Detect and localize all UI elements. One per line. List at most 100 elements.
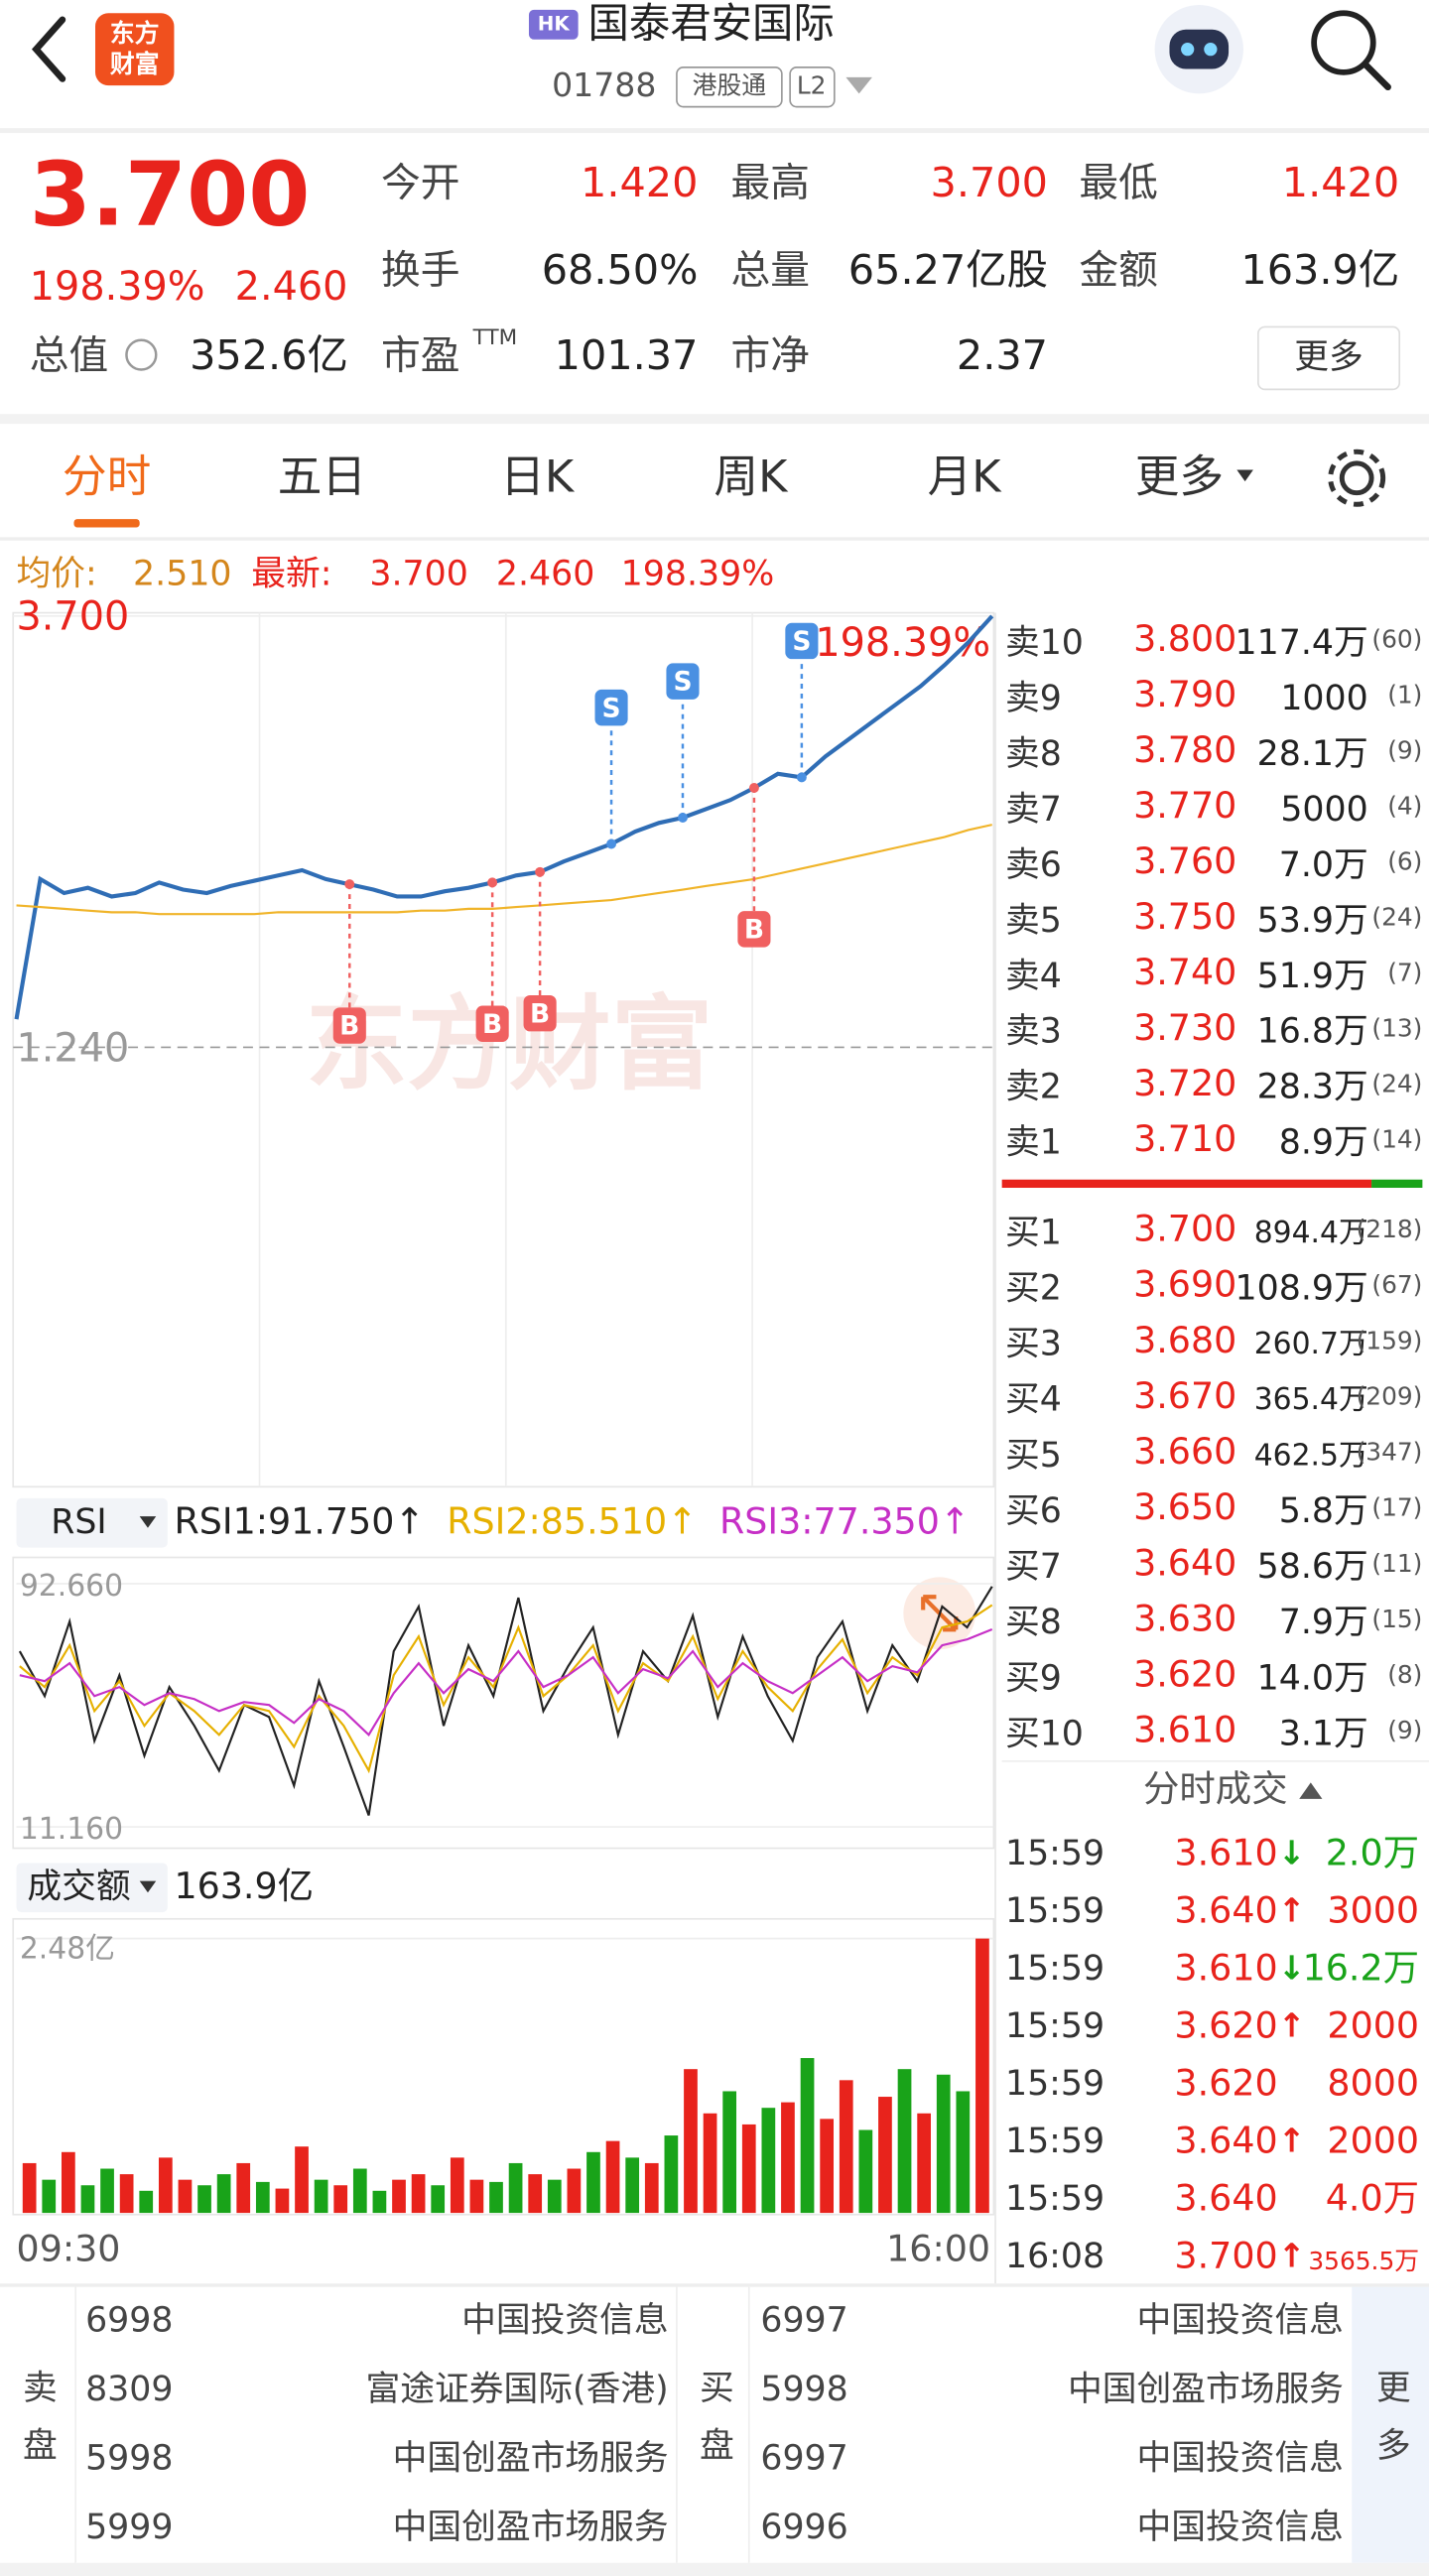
trades-title[interactable]: 分时成交 <box>1143 1767 1288 1810</box>
order-level: 买2 <box>1005 1268 1062 1308</box>
x-tick-label: 09:30 <box>17 2228 121 2270</box>
broker-more-label[interactable]: 更多 <box>1370 2369 1410 2484</box>
order-count: (15) <box>1371 1605 1422 1633</box>
signal-point <box>606 838 617 849</box>
dropdown-arrow[interactable] <box>1236 469 1253 482</box>
change: 2.460 <box>235 264 348 310</box>
tag-box <box>676 66 783 108</box>
tab[interactable]: 周K <box>714 451 789 502</box>
indicator-selector[interactable] <box>16 1497 168 1548</box>
order-count: (9) <box>1387 1716 1422 1744</box>
order-volume: 7.0万 <box>1279 845 1368 885</box>
tab[interactable]: 月K <box>928 451 1003 502</box>
volume-bar <box>411 2174 426 2214</box>
volume-bar <box>450 2157 464 2214</box>
trade-time: 15:59 <box>1005 2064 1104 2104</box>
broker-code: 5998 <box>760 2370 847 2409</box>
order-volume: 462.5万 <box>1254 1438 1368 1473</box>
trade-volume: 3565.5万 <box>1308 2247 1419 2275</box>
x-tick-label: 16:00 <box>886 2228 990 2270</box>
order-level: 卖8 <box>1005 734 1062 774</box>
volume-bar <box>664 2135 679 2214</box>
order-price: 3.630 <box>1133 1597 1236 1639</box>
broker-more-button[interactable] <box>1352 2286 1429 2563</box>
trade-volume: 16.2万 <box>1303 1947 1419 1990</box>
trade-price: 3.700 <box>1174 2234 1277 2276</box>
broker-name: 中国创盈市场服务 <box>1068 2370 1344 2409</box>
trade-price: 3.640 <box>1174 1889 1277 1932</box>
order-volume: 28.3万 <box>1257 1068 1368 1107</box>
divider <box>0 537 1429 541</box>
more-button-label[interactable]: 更多 <box>1294 337 1363 377</box>
search-button[interactable] <box>1311 10 1376 75</box>
order-level: 买6 <box>1005 1491 1062 1531</box>
order-volume: 53.9万 <box>1257 901 1368 941</box>
settings-button[interactable] <box>1339 460 1374 496</box>
broker-code: 6996 <box>760 2508 847 2547</box>
signal-point <box>535 866 546 877</box>
series-line <box>19 1604 993 1774</box>
order-count: (60) <box>1371 625 1422 654</box>
order-level: 卖4 <box>1005 957 1062 996</box>
volume-bar <box>567 2168 582 2214</box>
trade-time: 15:59 <box>1005 2179 1104 2219</box>
signal-point <box>796 772 807 783</box>
change-label: 198.39% <box>815 620 990 666</box>
signal-label: B <box>482 1009 502 1040</box>
trade-price: 3.610 <box>1174 1947 1277 1990</box>
trade-volume: 3000 <box>1327 1889 1419 1932</box>
volume-bar <box>936 2074 951 2214</box>
trade-time: 15:59 <box>1005 1891 1104 1931</box>
order-level: 买8 <box>1005 1603 1062 1642</box>
broker-side-label: 买盘 <box>694 2369 733 2484</box>
more-button[interactable] <box>1257 325 1401 391</box>
field-label: 最低 <box>1079 161 1157 206</box>
field-label: 市净 <box>731 332 810 378</box>
market-badge-text: HK <box>538 12 571 35</box>
trade-arrow: ↑ <box>1278 1891 1306 1930</box>
volume-bar <box>431 2185 446 2214</box>
settings-gear <box>1328 449 1386 507</box>
broker-code: 6997 <box>760 2300 847 2340</box>
order-level: 买4 <box>1005 1380 1062 1420</box>
back-button[interactable] <box>31 16 66 82</box>
y-tick-label: 2.48亿 <box>20 1932 115 1967</box>
broker-name: 中国投资信息 <box>461 2300 668 2340</box>
trade-volume: 2000 <box>1327 2004 1419 2047</box>
watermark: 东方财富 <box>306 986 713 1104</box>
dropdown-arrow[interactable] <box>845 76 872 94</box>
tab[interactable]: 分时 <box>63 451 151 502</box>
order-price: 3.800 <box>1133 617 1236 660</box>
order-count: (14) <box>1371 1124 1422 1153</box>
order-price: 3.740 <box>1133 951 1236 993</box>
volume-bar <box>839 2080 853 2214</box>
tab[interactable]: 五日 <box>278 451 366 502</box>
tab-underline <box>73 519 140 528</box>
volume-bar <box>508 2162 523 2214</box>
divider <box>0 414 1429 425</box>
trade-volume: 2.0万 <box>1326 1832 1419 1874</box>
order-price: 3.730 <box>1133 1006 1236 1049</box>
tab[interactable]: 日K <box>500 451 576 502</box>
order-price: 3.780 <box>1133 728 1236 771</box>
series-line <box>16 824 992 916</box>
sort-arrow[interactable] <box>1299 1782 1323 1799</box>
field-label-sup: TTM <box>472 325 517 350</box>
trade-price: 3.640 <box>1174 2119 1277 2161</box>
volume-bar <box>158 2157 173 2214</box>
order-volume: 14.0万 <box>1257 1658 1368 1698</box>
indicator-selector-label[interactable]: 成交额 <box>27 1867 130 1906</box>
volume-frame <box>12 1917 995 2216</box>
info-icon[interactable] <box>125 338 158 371</box>
order-level: 卖10 <box>1005 623 1084 663</box>
indicator-selector[interactable] <box>16 1863 168 1913</box>
volume-bar <box>528 2174 543 2214</box>
tab[interactable]: 更多 <box>1135 451 1224 502</box>
indicator-selector-label[interactable]: RSI <box>51 1502 106 1542</box>
order-volume: 894.4万 <box>1254 1216 1368 1250</box>
order-level: 卖6 <box>1005 845 1062 885</box>
volume-bar <box>858 2129 873 2214</box>
series-line <box>18 1586 993 1816</box>
info-last: 3.700 <box>369 554 467 593</box>
order-price: 3.670 <box>1133 1374 1236 1417</box>
